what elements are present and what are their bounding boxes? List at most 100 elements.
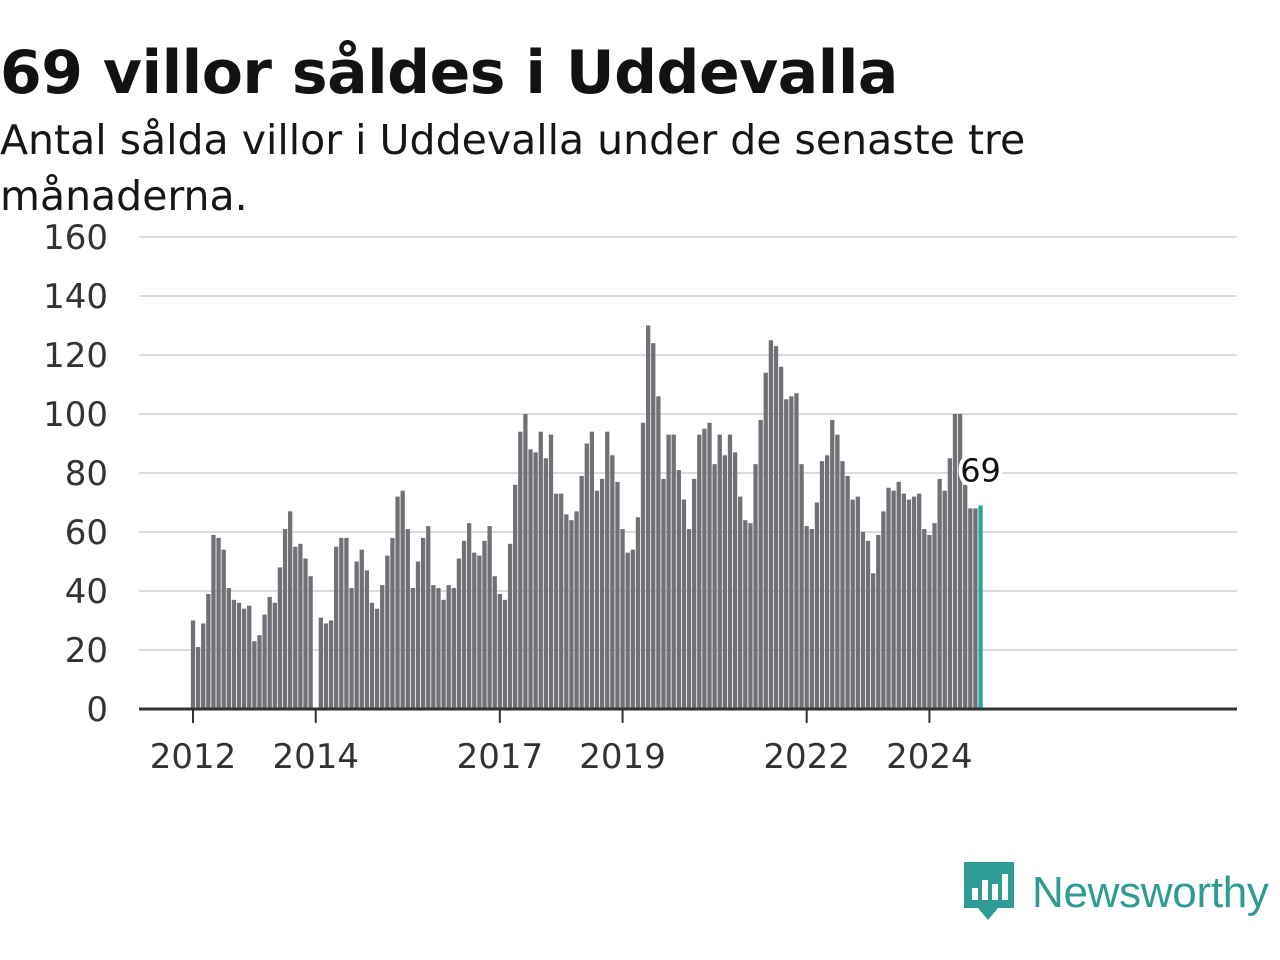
- bar: [502, 599, 508, 709]
- bar: [937, 478, 942, 709]
- bar: [957, 414, 963, 709]
- bar: [569, 520, 574, 709]
- x-tick-label: 2012: [150, 737, 237, 777]
- bar: [840, 461, 845, 709]
- bar: [318, 617, 323, 709]
- bar: [778, 366, 784, 709]
- bar: [743, 520, 748, 709]
- bar: [645, 325, 651, 709]
- bar: [942, 490, 947, 709]
- bar: [584, 443, 589, 709]
- x-axis-ticks: 2012 2014 2017 2019 2022 2024: [150, 709, 973, 777]
- bar: [390, 537, 395, 709]
- bar: [871, 573, 876, 709]
- bar: [334, 546, 339, 709]
- bar: [553, 493, 559, 709]
- bar: [241, 608, 247, 709]
- bar: [917, 493, 922, 709]
- y-tick-label: 80: [65, 454, 108, 494]
- bar: [461, 540, 467, 709]
- bar: [605, 431, 610, 709]
- bar: [814, 502, 820, 709]
- x-tick-label: 2019: [579, 737, 666, 777]
- x-tick-label: 2014: [272, 737, 359, 777]
- bar: [513, 484, 518, 709]
- bar: [380, 585, 385, 709]
- bar: [947, 458, 953, 709]
- bar: [610, 455, 615, 709]
- bar: [472, 552, 477, 709]
- bar: [860, 532, 866, 709]
- bar: [405, 529, 410, 709]
- bar: [523, 414, 528, 709]
- bar: [620, 529, 625, 709]
- bar: [881, 511, 886, 709]
- bar: [763, 372, 768, 709]
- bar: [451, 588, 456, 709]
- bar: [374, 608, 380, 709]
- bar: [932, 523, 937, 709]
- bar: [717, 434, 722, 709]
- bar: [630, 549, 635, 709]
- bar: [298, 543, 303, 709]
- bar: [640, 422, 646, 709]
- bar: [190, 620, 196, 709]
- bar: [543, 458, 549, 709]
- bar: [293, 546, 298, 709]
- bar: [789, 396, 794, 709]
- bar: [231, 599, 237, 709]
- bar: [206, 593, 211, 709]
- bar: [819, 461, 825, 709]
- newsworthy-logo-icon: [964, 862, 1014, 920]
- bar: [968, 508, 973, 709]
- bar: [692, 478, 697, 709]
- bar: [799, 464, 804, 709]
- bar: [911, 496, 917, 709]
- bar: [896, 481, 901, 709]
- bar: [201, 623, 206, 709]
- bar: [891, 490, 896, 709]
- bar: [420, 537, 426, 709]
- bar: [477, 555, 482, 709]
- bar: [589, 431, 595, 709]
- bar: [564, 514, 569, 709]
- bar: [559, 493, 564, 709]
- bar: [487, 526, 492, 709]
- bar: [794, 393, 799, 709]
- bar: [963, 484, 968, 709]
- grid-lines: [139, 236, 1237, 651]
- bars: [190, 325, 983, 709]
- y-tick-label: 160: [43, 218, 108, 258]
- bar: [784, 399, 789, 709]
- bar: [702, 428, 707, 709]
- bar: [697, 434, 702, 709]
- bar: [922, 529, 927, 709]
- bar: [497, 593, 502, 709]
- bar: [257, 635, 262, 709]
- bar: [323, 623, 329, 709]
- bar: [236, 602, 242, 709]
- bar: [385, 555, 390, 709]
- bar: [441, 599, 446, 709]
- bar: [707, 422, 712, 709]
- y-tick-label: 20: [65, 631, 108, 671]
- bar: [328, 620, 334, 709]
- bar: [226, 588, 231, 709]
- bar: [528, 449, 533, 709]
- bar: [768, 340, 774, 709]
- bar: [277, 567, 283, 709]
- x-tick-label: 2017: [457, 737, 544, 777]
- bar: [732, 452, 738, 709]
- bar: [635, 517, 641, 709]
- y-tick-label: 100: [43, 395, 108, 435]
- bar: [339, 537, 344, 709]
- bar: [303, 558, 308, 709]
- bar: [738, 496, 743, 709]
- bar: [211, 534, 216, 709]
- bar: [676, 470, 681, 709]
- bar: [349, 588, 354, 709]
- bar: [855, 496, 860, 709]
- bar: [973, 508, 978, 709]
- bar: [410, 588, 416, 709]
